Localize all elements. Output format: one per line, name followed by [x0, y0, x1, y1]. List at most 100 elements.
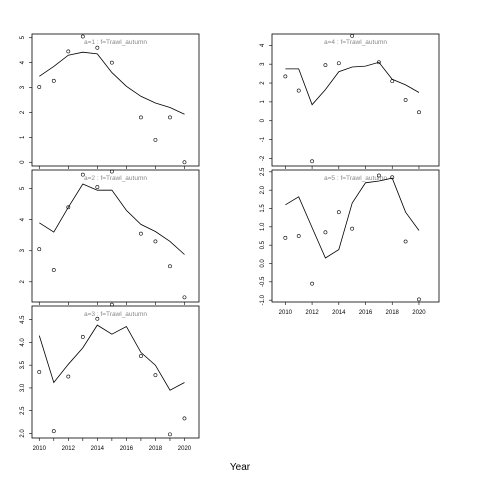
data-point: [390, 175, 395, 180]
data-point: [95, 316, 100, 321]
data-point: [310, 281, 314, 286]
data-point: [51, 268, 56, 272]
panel-title: a=3 : f=Trawl_autumn: [84, 311, 147, 318]
data-point: [66, 205, 71, 210]
y-tick-label: 2: [20, 279, 26, 283]
data-point: [80, 335, 85, 339]
data-point: [139, 115, 143, 120]
data-point: [153, 373, 158, 378]
data-point: [323, 230, 328, 235]
data-point: [139, 231, 143, 236]
data-point: [37, 370, 42, 374]
series-line: [285, 177, 420, 259]
y-tick-label: 2.5: [20, 406, 26, 415]
data-point: [80, 172, 85, 177]
y-tick-label: 1.5: [260, 204, 266, 213]
data-point: [296, 88, 301, 93]
y-tick-label: 5: [20, 35, 26, 39]
data-point: [310, 159, 314, 164]
data-point: [139, 354, 143, 358]
data-point: [95, 185, 100, 189]
data-point: [182, 416, 187, 421]
y-tick-label: 3: [260, 62, 266, 66]
y-tick-label: 0: [260, 118, 266, 122]
x-tick-label: 2018: [149, 446, 163, 452]
series-line: [285, 61, 420, 106]
data-point: [182, 160, 187, 165]
series-line: [38, 324, 185, 391]
panel-title: a=5 : f=Trawl_autumn: [324, 175, 387, 182]
x-tick-label: 2010: [33, 446, 47, 452]
data-point: [95, 45, 100, 50]
panel-4: a=4 : f=Trawl_autumn -2 -1 0 1 2 3 4: [260, 33, 440, 169]
panel-frame: [271, 169, 440, 303]
y-tick-label: 3.0: [20, 383, 26, 392]
data-point: [336, 210, 341, 215]
panel-frame: [31, 33, 200, 167]
data-point: [37, 247, 42, 252]
data-point: [417, 297, 421, 302]
data-point: [350, 226, 355, 231]
data-point: [403, 98, 408, 102]
data-point: [168, 264, 172, 269]
data-point: [66, 49, 71, 54]
y-tick-label: 2.0: [260, 185, 266, 194]
data-point: [109, 60, 114, 65]
y-tick-label: 0.5: [260, 240, 266, 249]
x-tick-label: 2012: [305, 310, 319, 316]
panel-frame: [31, 305, 200, 439]
y-tick-label: 0: [20, 160, 26, 164]
x-tick-label: 2014: [332, 310, 346, 316]
y-tick-label: 3.5: [20, 360, 26, 369]
data-point: [350, 33, 355, 38]
data-point: [51, 429, 56, 434]
y-tick-label: 4.0: [20, 338, 26, 347]
x-tick-label: 2010: [279, 310, 293, 316]
y-tick-label: 3: [20, 248, 26, 252]
y-tick-label: 4: [260, 43, 266, 47]
y-tick-label: 2: [20, 110, 26, 114]
data-point: [417, 110, 421, 115]
data-point: [336, 61, 341, 66]
data-point: [283, 235, 288, 240]
y-tick-label: 3: [20, 85, 26, 89]
data-point: [37, 85, 42, 89]
panel-title: a=4 : f=Trawl_autumn: [324, 39, 387, 46]
data-point: [403, 239, 408, 244]
data-point: [168, 115, 172, 120]
data-point: [376, 173, 381, 178]
panel-frame: [271, 33, 440, 167]
y-tick-label: 4: [20, 217, 26, 221]
x-tick-label: 2020: [412, 310, 426, 316]
x-tick-label: 2018: [386, 310, 400, 316]
data-point: [182, 295, 187, 300]
panel-title: a=2 : f=Trawl_autumn: [84, 175, 147, 182]
data-point: [109, 169, 114, 174]
data-point: [296, 234, 301, 238]
panel-1: a=1 : f=Trawl_autumn 0 1 2 3 4 5: [20, 33, 200, 169]
y-tick-label: 2.0: [20, 429, 26, 438]
series-line: [39, 183, 185, 255]
y-tick-label: 5: [20, 186, 26, 190]
y-tick-label: 0.0: [260, 259, 266, 268]
data-point: [376, 60, 381, 65]
x-tick-label: 2016: [120, 446, 134, 452]
y-tick-label: -1: [260, 136, 266, 142]
series-line: [39, 51, 185, 115]
y-tick-label: 4: [20, 60, 26, 64]
data-point: [66, 374, 71, 379]
data-point: [323, 63, 328, 68]
data-point: [283, 74, 288, 79]
data-point: [153, 137, 158, 142]
x-tick-label: 2020: [178, 446, 192, 452]
y-tick-label: -1.0: [260, 294, 266, 305]
y-tick-label: -2: [260, 155, 266, 161]
y-tick-label: 2.5: [260, 167, 266, 176]
y-tick-label: 1: [260, 100, 266, 104]
x-axis-label: Year: [230, 462, 251, 473]
data-point: [109, 302, 114, 307]
y-tick-label: 1.0: [260, 222, 266, 231]
x-tick-label: 2012: [62, 446, 76, 452]
